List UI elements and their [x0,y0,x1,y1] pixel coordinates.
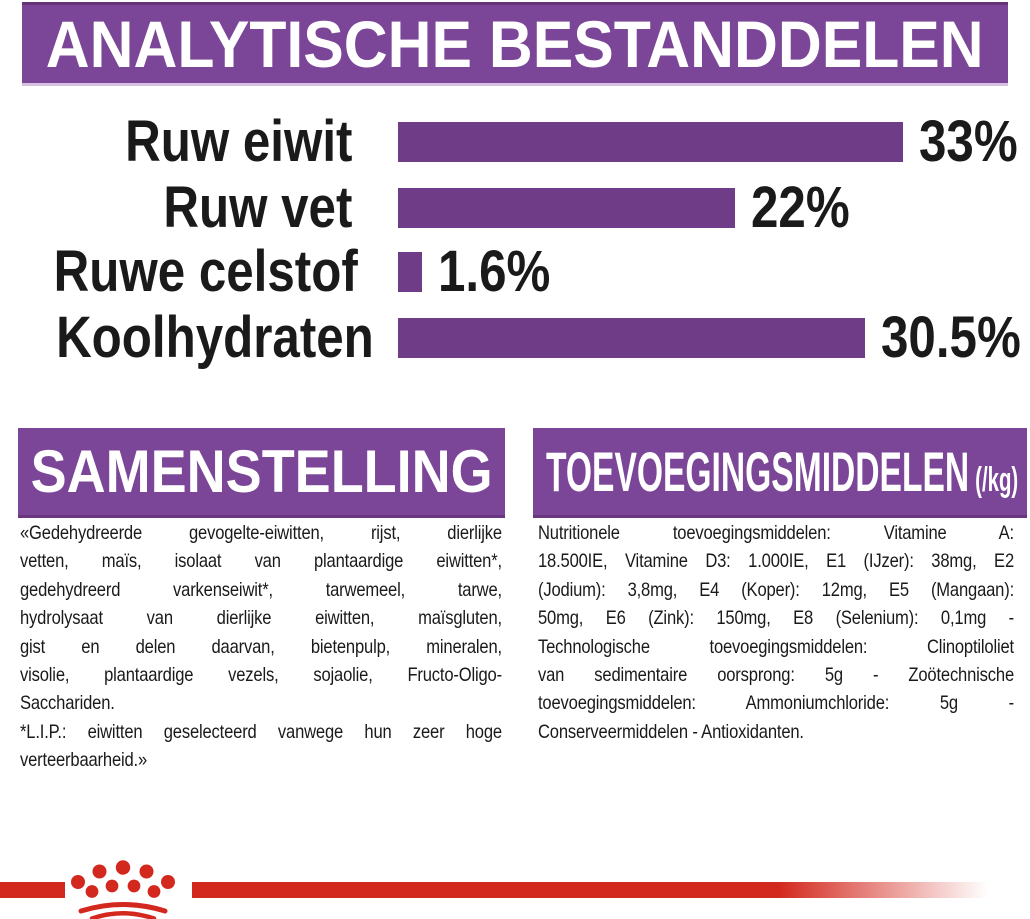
bar-row-carbohydrates: Koolhydraten 30.5% [0,305,1030,370]
bar [398,318,865,358]
composition-line: gedehydreerd varkenseiwit*, tarwemeel, t… [20,578,502,601]
additives-line: Conserveermiddelen - Antioxidanten. [538,720,804,743]
page-title: ANALYTISCHE BESTANDDELEN [46,7,984,81]
additives-line: 50mg, E6 (Zink): 150mg, E8 (Selenium): 0… [538,607,1014,630]
bar-value: 22% [751,175,850,240]
composition-line: visolie, plantaardige vezels, sojaolie, … [20,663,502,686]
additives-line: 18.500IE, Vitamine D3: 1.000IE, E1 (IJze… [538,550,1014,573]
analytical-constituents-header: ANALYTISCHE BESTANDDELEN [22,2,1008,86]
additives-line: van sedimentaire oorsprong: 5g - Zoötech… [538,663,1014,686]
additives-line: (Jodium): 3,8mg, E4 (Koper): 12mg, E5 (M… [538,578,1014,601]
additives-text: Nutritionele toevoegingsmiddelen: Vitami… [538,519,1014,746]
additives-header: TOEVOEGINGSMIDDELEN (/kg) [533,428,1027,518]
bar-row-crude-fat: Ruw vet 22% [0,175,1030,240]
additives-line: Technologische toevoegingsmiddelen: Clin… [538,635,1014,658]
bar-label: Ruw vet [162,175,352,240]
bar [398,188,735,228]
bar-value: 30.5% [881,305,1021,370]
additives-line: toevoegingsmiddelen: Ammoniumchloride: 5… [538,692,1014,715]
composition-line: Sacchariden. [20,692,115,715]
composition-header: SAMENSTELLING [18,428,505,518]
bar-label: Koolhydraten [56,305,374,370]
bar-value: 1.6% [438,239,551,304]
bar [398,122,903,162]
additives-heading: TOEVOEGINGSMIDDELEN (/kg) [546,439,1019,503]
brand-rule-right [192,882,1030,898]
bar-label: Ruwe celstof [53,239,358,304]
composition-heading: SAMENSTELLING [30,437,493,505]
composition-line: *L.I.P.: eiwitten geselecteerd vanwege h… [20,720,502,743]
composition-line: hydrolysaat van dierlijke eiwitten, maïs… [20,607,502,630]
bar-row-crude-fibre: Ruwe celstof 1.6% [0,239,1030,304]
composition-line: verteerbaarheid.» [20,749,148,772]
composition-text: «Gedehydreerde gevogelte-eiwitten, rijst… [20,519,502,775]
bar-label: Ruw eiwit [124,109,352,174]
additives-line: Nutritionele toevoegingsmiddelen: Vitami… [538,522,1014,544]
per-kg-suffix: (/kg) [975,460,1019,499]
bar-value: 33% [919,109,1018,174]
brand-rule-left [0,882,65,898]
composition-line: vetten, maïs, isolaat van plantaardige e… [20,550,502,573]
royal-canin-crown-icon [71,860,175,919]
composition-line: «Gedehydreerde gevogelte-eiwitten, rijst… [20,522,502,544]
composition-line: gist en delen daarvan, bietenpulp, miner… [20,635,502,658]
bar [398,252,422,292]
bar-row-crude-protein: Ruw eiwit 33% [0,109,1030,174]
